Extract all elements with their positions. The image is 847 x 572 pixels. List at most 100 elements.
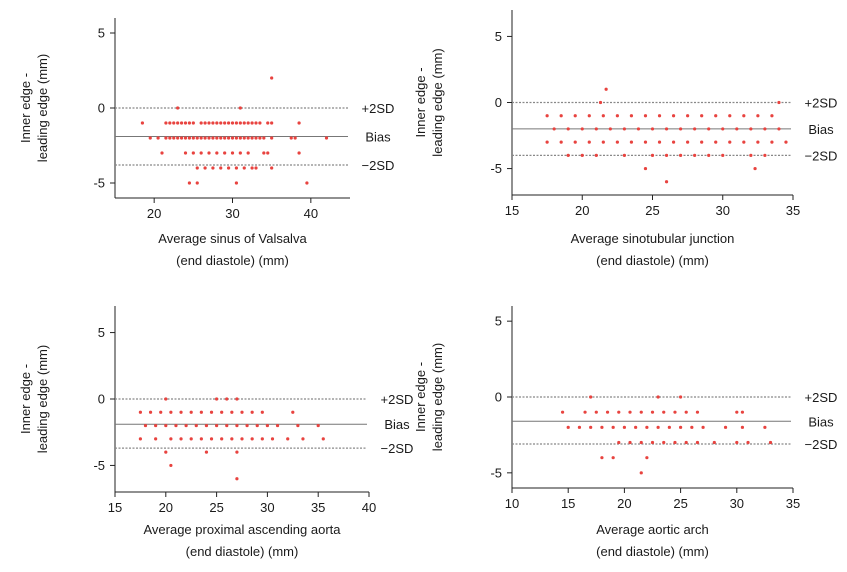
data-point	[230, 121, 235, 125]
data-point	[238, 121, 242, 125]
data-point	[700, 114, 704, 118]
x-tick-label: 25	[209, 500, 223, 515]
data-point	[645, 456, 649, 460]
data-point	[293, 136, 297, 140]
data-point	[235, 477, 239, 481]
data-point	[219, 121, 223, 125]
data-point	[324, 136, 329, 140]
data-point	[545, 140, 549, 144]
data-point	[777, 127, 781, 131]
x-tick-label: 40	[304, 206, 318, 221]
data-point	[700, 140, 704, 144]
data-point	[148, 136, 152, 140]
data-point	[199, 136, 203, 140]
data-point	[763, 127, 767, 131]
x-axis-title-unit: (end diastole) (mm)	[596, 253, 709, 268]
data-point	[707, 153, 711, 157]
data-point	[684, 440, 688, 445]
data-point	[240, 410, 244, 414]
data-point	[230, 151, 235, 155]
data-point	[176, 121, 180, 125]
data-point	[215, 121, 219, 125]
data-point	[763, 153, 767, 157]
data-point	[686, 140, 690, 144]
data-point	[566, 425, 570, 429]
data-point	[639, 410, 643, 414]
data-point	[176, 106, 180, 110]
bias-label: Bias	[384, 417, 410, 432]
data-point	[235, 397, 239, 401]
data-point	[194, 423, 198, 428]
data-point	[707, 127, 711, 131]
data-point	[643, 166, 648, 171]
data-point	[246, 121, 250, 125]
data-point	[601, 140, 605, 144]
data-point	[589, 425, 593, 429]
data-point	[622, 127, 627, 131]
data-point	[179, 437, 183, 441]
chart-panel-3: -5 0 5 15 20 25 30 35 40 +2SD Bias −2SD Inner edge -…	[18, 306, 413, 559]
data-point	[199, 151, 203, 155]
data-point	[183, 151, 188, 155]
data-point	[183, 121, 188, 125]
data-point	[199, 410, 203, 414]
data-point	[664, 127, 669, 131]
data-point	[608, 127, 612, 131]
data-point	[266, 151, 270, 155]
data-point	[246, 151, 250, 155]
data-point	[671, 114, 676, 118]
data-point	[770, 114, 774, 118]
data-point	[573, 140, 577, 144]
data-point	[664, 153, 669, 157]
data-point	[174, 423, 178, 428]
y-tick-label: 0	[98, 101, 105, 116]
x-tick-label: 15	[108, 500, 122, 515]
data-point	[250, 166, 254, 170]
data-point	[566, 127, 570, 131]
data-point	[164, 121, 168, 125]
data-point	[209, 410, 214, 414]
x-axis-title: Average sinus of Valsalva	[158, 231, 307, 246]
data-point	[203, 166, 207, 170]
data-point	[225, 423, 229, 428]
data-point	[270, 437, 275, 441]
data-point	[230, 437, 234, 441]
data-point	[714, 114, 718, 118]
data-point	[195, 136, 199, 140]
y-axis-title-line: Inner edge -	[18, 364, 33, 434]
data-point	[169, 437, 173, 441]
data-point	[234, 166, 239, 170]
data-point	[656, 395, 660, 399]
data-point	[143, 423, 148, 428]
data-point	[636, 127, 641, 131]
data-point	[204, 423, 209, 428]
data-point	[187, 121, 192, 125]
data-point	[172, 121, 176, 125]
data-point	[140, 121, 145, 125]
data-point	[169, 410, 173, 414]
data-point	[605, 410, 610, 414]
data-point	[230, 136, 235, 140]
data-point	[189, 437, 193, 441]
data-point	[291, 410, 295, 414]
x-axis-title-unit: (end diastole) (mm)	[596, 544, 709, 559]
data-point	[258, 121, 262, 125]
upper-limit-label: +2SD	[381, 392, 414, 407]
data-point	[756, 114, 760, 118]
lower-limit-label: −2SD	[805, 148, 838, 163]
y-tick-label: -5	[490, 465, 502, 480]
upper-limit-label: +2SD	[805, 390, 838, 405]
data-point	[615, 140, 619, 144]
data-point	[270, 76, 274, 80]
data-point	[164, 450, 168, 454]
bias-label: Bias	[808, 414, 834, 429]
data-point	[629, 114, 634, 118]
x-tick-label: 20	[147, 206, 161, 221]
x-tick-label: 35	[786, 496, 800, 511]
upper-limit-label: +2SD	[362, 101, 395, 116]
data-point	[183, 136, 188, 140]
data-point	[168, 121, 172, 125]
data-point	[242, 121, 246, 125]
data-point	[156, 136, 160, 140]
